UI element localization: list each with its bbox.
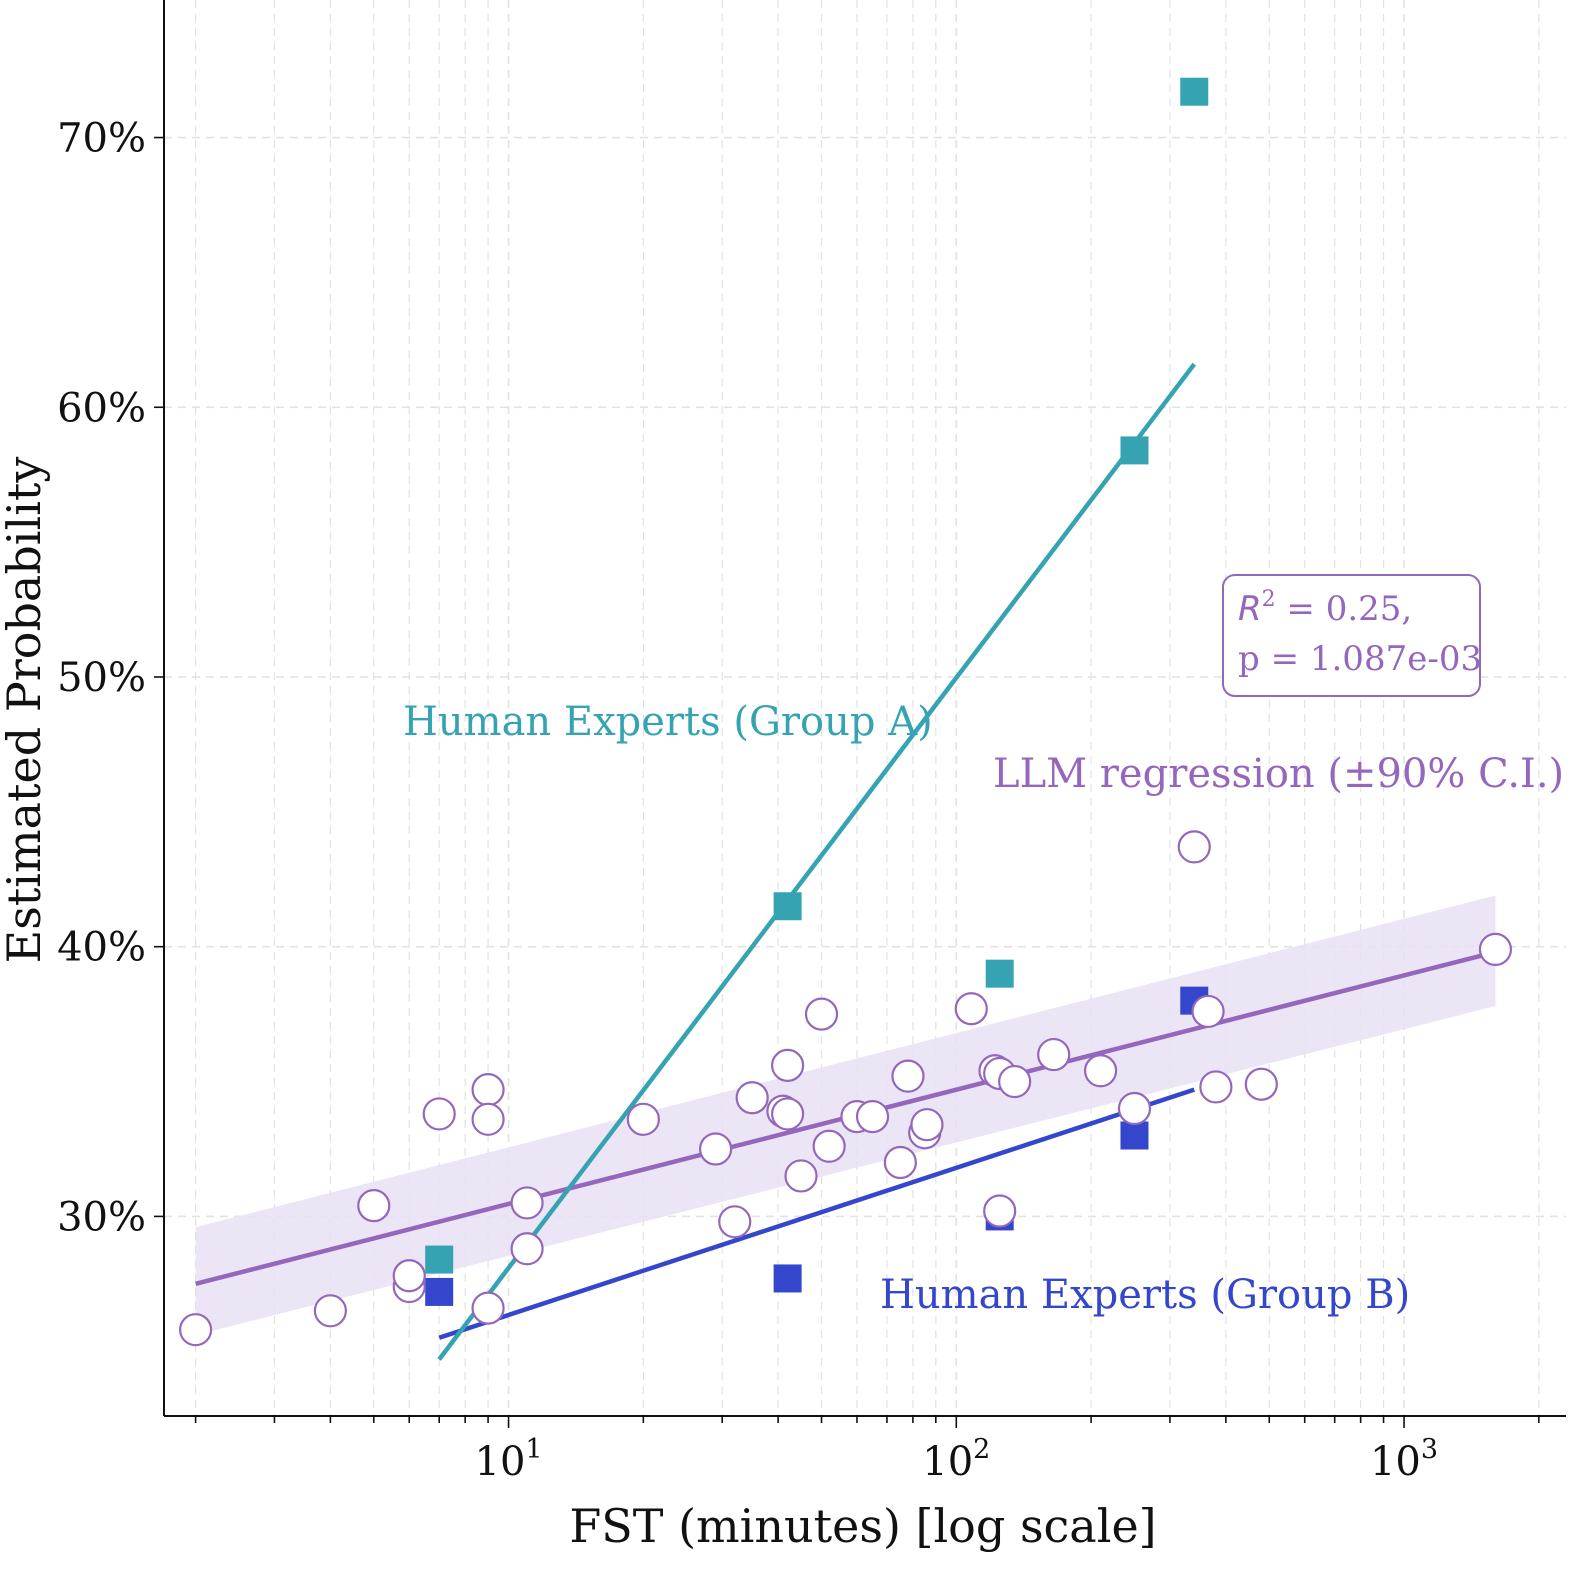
llm-point — [1478, 932, 1513, 966]
llm-point — [718, 1205, 752, 1239]
llm-point — [1083, 1054, 1118, 1088]
group-b-point — [773, 1264, 802, 1293]
llm-point — [422, 1097, 456, 1131]
llm-point — [998, 1064, 1032, 1099]
llm-point — [983, 1194, 1017, 1228]
r-squared-text: R2 = 0.25, — [1238, 587, 1412, 629]
llm-point — [954, 992, 988, 1026]
x-tick-label: 103 — [1370, 1434, 1438, 1485]
group-a-point — [773, 892, 802, 921]
llm-point — [1037, 1037, 1071, 1072]
llm-point — [179, 1313, 213, 1347]
llm-point — [698, 1132, 733, 1166]
y-tick-label: 60% — [57, 385, 146, 431]
y-tick-label: 50% — [57, 655, 146, 701]
stats-box-frame — [1222, 574, 1481, 697]
llm-point — [1244, 1067, 1278, 1101]
llm-point — [784, 1159, 818, 1193]
group-a-point — [425, 1245, 454, 1274]
p-value-text: p = 1.087e-03 — [1238, 639, 1482, 679]
group-a-point — [1180, 77, 1209, 106]
llm-point — [510, 1232, 544, 1266]
axes — [154, 0, 1566, 1428]
llm-point — [910, 1108, 944, 1142]
series-label-llm: LLM regression (±90% C.I.) — [993, 751, 1564, 797]
r-squared-power: 2 — [1262, 587, 1276, 612]
y-axis-title: Estimated Probability — [0, 457, 51, 964]
x-tick-label: 102 — [922, 1434, 990, 1485]
llm-point — [471, 1291, 505, 1325]
group-b-point — [425, 1277, 454, 1306]
group-a-point — [985, 959, 1014, 988]
y-tick-label: 40% — [57, 925, 146, 971]
llm-point — [1117, 1091, 1152, 1126]
llm-point — [1177, 830, 1211, 864]
group-a-regression-line — [437, 362, 1197, 1361]
llm-point — [771, 1048, 805, 1082]
series-label-group-b: Human Experts (Group B) — [880, 1272, 1410, 1318]
group-a-point — [1120, 436, 1149, 465]
tick-labels: 30% 40% 50% 60% 70% 101 102 103 — [57, 116, 1438, 1485]
stats-box: R2 = 0.25, p = 1.087e-03 — [1222, 574, 1482, 697]
llm-point — [891, 1059, 925, 1093]
x-tick-label: 101 — [475, 1434, 543, 1485]
data-points — [179, 77, 1513, 1347]
llm-point — [313, 1294, 347, 1328]
llm-point — [735, 1081, 769, 1115]
llm-point — [1199, 1070, 1233, 1104]
llm-point — [883, 1145, 917, 1180]
series-label-group-a: Human Experts (Group A) — [403, 699, 933, 745]
llm-point — [812, 1129, 846, 1163]
llm-point — [510, 1186, 544, 1220]
llm-point — [626, 1102, 660, 1136]
llm-point — [471, 1073, 505, 1107]
y-tick-label: 70% — [57, 116, 146, 162]
x-axis-title: FST (minutes) [log scale] — [569, 1499, 1156, 1553]
group-b-regression-line — [438, 1087, 1195, 1340]
r-squared-symbol: R — [1238, 589, 1262, 629]
llm-point — [855, 1100, 890, 1134]
r-squared-value: = 0.25, — [1276, 589, 1413, 629]
llm-point — [804, 997, 839, 1031]
group-b-point — [1120, 1121, 1149, 1150]
llm-point — [1191, 994, 1225, 1029]
llm-point — [392, 1259, 426, 1293]
y-tick-label: 30% — [57, 1194, 146, 1240]
llm-point — [357, 1189, 391, 1223]
llm-point — [771, 1097, 805, 1131]
llm-point — [471, 1102, 505, 1136]
